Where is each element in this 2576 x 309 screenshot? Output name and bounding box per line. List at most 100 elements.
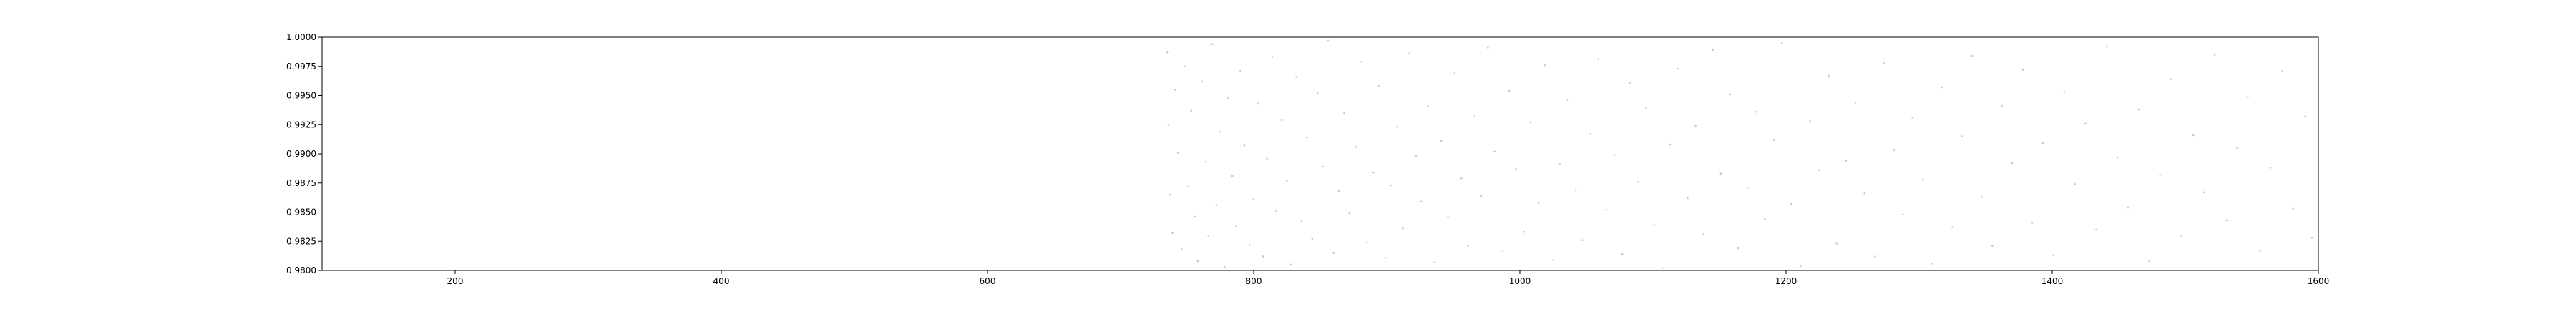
data-point <box>1809 120 1811 122</box>
data-point <box>2202 191 2205 194</box>
data-point <box>2311 237 2313 239</box>
data-point <box>1249 243 1251 246</box>
data-point <box>2225 219 2228 222</box>
data-point <box>1493 150 1496 153</box>
data-point <box>1384 256 1387 259</box>
x-tick-label: 1600 <box>2308 276 2330 286</box>
data-point <box>1961 135 1963 137</box>
data-point <box>1257 102 1259 105</box>
data-point <box>1893 149 1895 152</box>
data-point <box>1360 60 1362 63</box>
data-point <box>1231 175 1234 177</box>
data-point <box>1266 157 1268 160</box>
data-point <box>1729 93 1732 96</box>
data-point <box>1694 124 1697 127</box>
data-point <box>1427 104 1429 107</box>
data-point <box>1863 192 1866 195</box>
data-point <box>1355 145 1357 148</box>
data-point <box>1306 136 1308 139</box>
data-point <box>1552 259 1554 261</box>
data-point <box>1637 180 1639 183</box>
data-point <box>1621 252 1624 255</box>
data-point <box>1581 239 1584 241</box>
y-tick-label: 1.0000 <box>286 32 316 42</box>
data-point <box>1215 204 1218 207</box>
data-point <box>1300 220 1303 222</box>
data-point <box>1645 107 1647 109</box>
data-point <box>1196 260 1199 263</box>
y-tick-label: 0.9900 <box>286 149 316 159</box>
data-point <box>1408 52 1410 55</box>
data-point <box>2095 228 2097 231</box>
data-point <box>2021 69 2024 71</box>
data-point <box>1922 178 1924 181</box>
data-point <box>2304 115 2306 118</box>
data-point <box>1372 171 1375 174</box>
data-point <box>1420 200 1423 203</box>
data-point <box>1166 51 1169 54</box>
data-point <box>1971 54 1974 57</box>
data-point <box>1835 242 1838 245</box>
data-point <box>1818 169 1820 172</box>
data-point <box>1190 109 1192 112</box>
data-point <box>1480 195 1483 197</box>
data-point <box>1447 215 1449 218</box>
data-point <box>1440 139 1443 142</box>
data-point <box>1712 49 1714 52</box>
data-point <box>2031 221 2034 224</box>
data-point <box>2236 147 2238 149</box>
x-tick-label: 400 <box>713 276 730 286</box>
data-point <box>1223 265 1226 268</box>
data-point <box>1902 213 1904 216</box>
data-point <box>1181 248 1183 250</box>
data-point <box>1365 241 1368 244</box>
data-point <box>1239 69 1241 72</box>
data-point <box>2063 91 2066 93</box>
data-point <box>1523 230 1525 233</box>
data-point <box>1883 62 1885 64</box>
data-point <box>1931 262 1933 265</box>
data-point <box>2084 122 2087 124</box>
data-point <box>1280 119 1283 122</box>
data-point <box>1487 46 1489 49</box>
x-tick-label: 1200 <box>1775 276 1797 286</box>
y-tick-label: 0.9800 <box>286 265 316 275</box>
data-point <box>1207 235 1210 238</box>
data-point <box>1187 185 1190 187</box>
data-point <box>1289 263 1292 266</box>
data-point <box>1763 217 1766 220</box>
data-point <box>1235 225 1238 227</box>
data-point <box>1311 237 1314 240</box>
data-point <box>1286 180 1288 182</box>
data-point <box>1874 255 1876 258</box>
data-point <box>1800 265 1802 267</box>
data-point <box>1252 198 1255 200</box>
data-point <box>1433 261 1436 263</box>
data-point <box>1669 143 1672 146</box>
data-point <box>1390 184 1392 187</box>
data-point <box>1653 224 1656 226</box>
data-point <box>1781 41 1783 44</box>
plot-area <box>322 37 2318 270</box>
data-point <box>1597 58 1600 61</box>
data-point <box>1167 123 1170 126</box>
data-point <box>1661 267 1664 270</box>
data-point <box>2137 108 2140 111</box>
y-tick-label: 0.9925 <box>286 119 316 129</box>
data-point <box>1243 144 1246 147</box>
data-point <box>1702 233 1704 235</box>
data-point <box>1981 196 1983 198</box>
data-point <box>1343 112 1345 114</box>
data-point <box>1951 226 1953 228</box>
data-point <box>1201 80 1203 83</box>
data-point <box>1176 152 1179 154</box>
data-point <box>1415 154 1418 157</box>
data-point <box>2281 69 2284 72</box>
data-point <box>1171 232 1174 235</box>
data-point <box>2192 134 2195 137</box>
plot-frame <box>321 36 2319 271</box>
data-point <box>1316 92 1319 94</box>
data-point <box>1754 111 1757 113</box>
